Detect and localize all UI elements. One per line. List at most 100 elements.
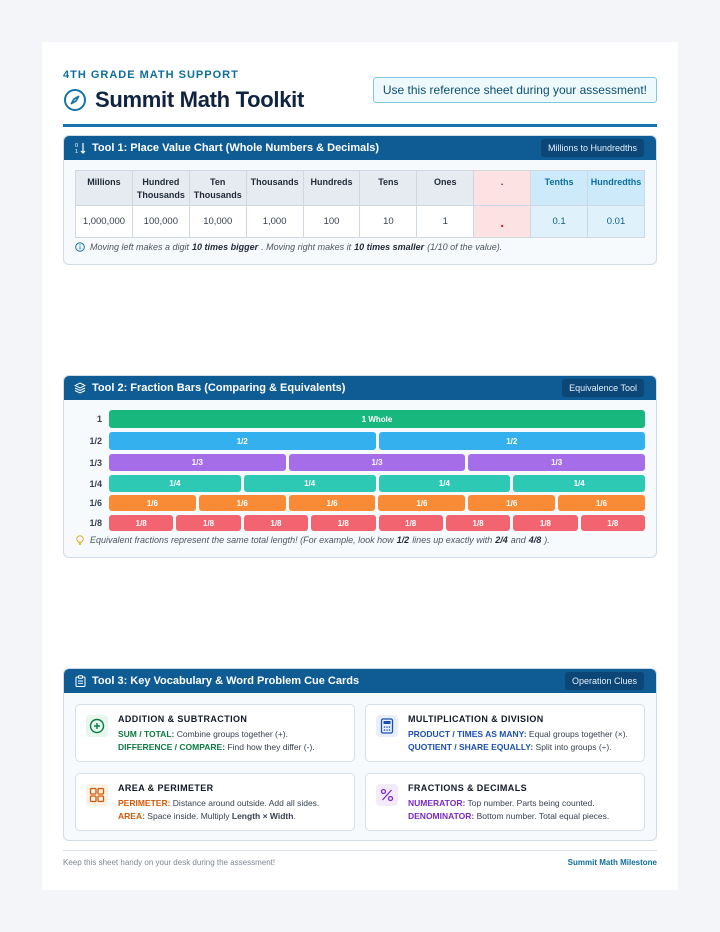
page-title: Summit Math Toolkit: [95, 87, 304, 112]
addition-subtraction-card: ADDITION & SUBTRACTION SUM / TOTAL: Comb…: [75, 704, 355, 762]
fraction-segment: 1/8: [243, 515, 309, 531]
fraction-segment: 1/4: [243, 475, 376, 492]
cue-keyword: QUOTIENT / SHARE EQUALLY:: [408, 742, 534, 752]
note-text: . Moving right makes it: [261, 242, 352, 252]
header-cell: Thousands: [245, 170, 304, 206]
fraction-segments: 1/3 1/3 1/3: [109, 454, 646, 471]
fraction-segment: 1/4: [513, 475, 645, 492]
cue-line: PRODUCT / TIMES AS MANY: Equal groups to…: [408, 729, 628, 739]
cue-definition: Find how they differ (-).: [227, 742, 315, 752]
fraction-segments: 1/4 1/4 1/4 1/4: [109, 475, 645, 492]
clipboard-icon: [74, 675, 86, 687]
fraction-segments: 1 Whole: [109, 410, 645, 428]
compass-icon: [64, 89, 86, 111]
place-value-table: Millions Hundred Thousands Ten Thousands…: [75, 170, 645, 238]
cue-card-title: ADDITION & SUBTRACTION: [118, 714, 248, 724]
footer-divider: [63, 850, 657, 851]
fraction-row-label: 1/4: [89, 478, 102, 489]
header-cell: Hundred Thousands: [131, 170, 190, 206]
title-row: Summit Math Toolkit: [63, 87, 657, 113]
fraction-note: Equivalent fractions represent the same …: [75, 535, 550, 545]
fraction-segment: 1/2: [378, 432, 645, 450]
vocabulary-title: Tool 3: Key Vocabulary & Word Problem Cu…: [92, 675, 360, 687]
fraction-segment: 1/6: [468, 495, 556, 511]
fraction-row-label: 1/2: [89, 436, 102, 446]
note-emphasis: 4/8: [528, 535, 542, 545]
fraction-segment: 1/6: [288, 495, 376, 511]
fraction-segments: 1/6 1/6 1/6 1/6 1/6 1/6: [109, 495, 645, 511]
place-value-badge: Millions to Hundredths: [540, 139, 644, 157]
fraction-segment: 1/6: [558, 495, 645, 511]
cue-card-title: AREA & PERIMETER: [118, 783, 214, 793]
fraction-segment: 1/8: [311, 515, 376, 531]
svg-text:1: 1: [75, 149, 78, 154]
cue-definition: Split into groups (÷).: [535, 742, 612, 752]
note-text: (1/10 of the value).: [427, 242, 503, 252]
fraction-segment: 1/6: [109, 495, 196, 511]
fraction-row: 1/2 1/2 1/2: [75, 432, 645, 450]
header-cell: Tenths: [530, 170, 589, 206]
fractions-decimals-card: FRACTIONS & DECIMALS NUMERATOR: Top numb…: [365, 773, 645, 831]
note-emphasis: 1/2: [396, 535, 410, 545]
fraction-segment: 1/3: [468, 454, 646, 471]
value-cell: 100: [302, 205, 361, 238]
fraction-segment: 1/8: [378, 515, 443, 531]
info-icon: [75, 242, 85, 252]
fraction-bars-badge: Equivalence Tool: [562, 379, 644, 397]
reference-sheet: 4TH GRADE MATH SUPPORT Summit Math Toolk…: [42, 42, 678, 890]
vocabulary-card: Tool 3: Key Vocabulary & Word Problem Cu…: [63, 668, 657, 841]
cue-line: NUMERATOR: Top number. Parts being count…: [408, 798, 595, 808]
cue-card-title: FRACTIONS & DECIMALS: [408, 783, 527, 793]
cue-definition: Combine groups together (+).: [176, 729, 289, 739]
header-cell: Tens: [359, 170, 418, 206]
vocabulary-card-header: Tool 3: Key Vocabulary & Word Problem Cu…: [64, 669, 656, 693]
cue-line: DENOMINATOR: Bottom number. Total equal …: [408, 811, 609, 821]
cue-line: DIFFERENCE / COMPARE: Find how they diff…: [118, 742, 315, 752]
fraction-row: 1 1 Whole: [75, 410, 645, 428]
header-cell: Hundreds: [302, 170, 361, 206]
value-cell: 0.1: [530, 205, 589, 238]
header-cell: Hundredths: [587, 170, 645, 206]
value-cell: 100,000: [131, 205, 190, 238]
cue-keyword: AREA:: [118, 811, 145, 821]
cue-keyword: PERIMETER:: [118, 798, 171, 808]
cue-definition: Space inside. Multiply: [147, 811, 230, 821]
fraction-segment: 1/8: [445, 515, 511, 531]
lightbulb-icon: [76, 535, 84, 545]
note-emphasis: 10 times smaller: [354, 242, 425, 252]
fraction-row: 1/3 1/3 1/3 1/3: [75, 454, 646, 471]
cue-keyword: DIFFERENCE / COMPARE:: [118, 742, 226, 752]
fraction-segment: 1/2: [109, 432, 376, 450]
cue-emphasis: Length × Width: [231, 811, 294, 821]
note-emphasis: 10 times bigger: [192, 242, 259, 252]
fraction-row: 1/8 1/8 1/8 1/8 1/8 1/8 1/8 1/8 1/8: [75, 515, 645, 531]
cue-definition: Top number. Parts being counted.: [467, 798, 595, 808]
header-divider: [63, 124, 657, 127]
cue-definition: Distance around outside. Add all sides.: [172, 798, 320, 808]
area-perimeter-card: AREA & PERIMETER PERIMETER: Distance aro…: [75, 773, 355, 831]
fraction-row: 1/4 1/4 1/4 1/4 1/4: [75, 475, 645, 492]
fraction-segment: 1/8: [109, 515, 174, 531]
note-emphasis: 2/4: [495, 535, 508, 545]
fraction-segment: 1/6: [198, 495, 286, 511]
cue-line: AREA: Space inside. Multiply Length × Wi…: [118, 811, 296, 821]
decimal-point-header: .: [473, 170, 532, 206]
grid-icon: [86, 784, 108, 806]
percent-icon: [376, 784, 398, 806]
fraction-segment: 1/8: [513, 515, 578, 531]
decimal-point-value: .: [473, 205, 532, 238]
cue-line: SUM / TOTAL: Combine groups together (+)…: [118, 729, 288, 739]
cue-line: PERIMETER: Distance around outside. Add …: [118, 798, 319, 808]
fraction-bars-card-header: Tool 2: Fraction Bars (Comparing & Equiv…: [64, 376, 656, 400]
fraction-row-label: 1: [96, 414, 102, 424]
cue-keyword: PRODUCT / TIMES AS MANY:: [408, 729, 527, 739]
header-cell: Ones: [416, 170, 475, 206]
assessment-callout: Use this reference sheet during your ass…: [372, 77, 657, 103]
fraction-segment: 1/8: [580, 515, 645, 531]
vocabulary-badge: Operation Clues: [564, 672, 644, 690]
svg-text:0: 0: [75, 143, 78, 149]
note-text: Moving left makes a digit: [90, 242, 190, 252]
header-cell: Millions: [75, 170, 133, 206]
